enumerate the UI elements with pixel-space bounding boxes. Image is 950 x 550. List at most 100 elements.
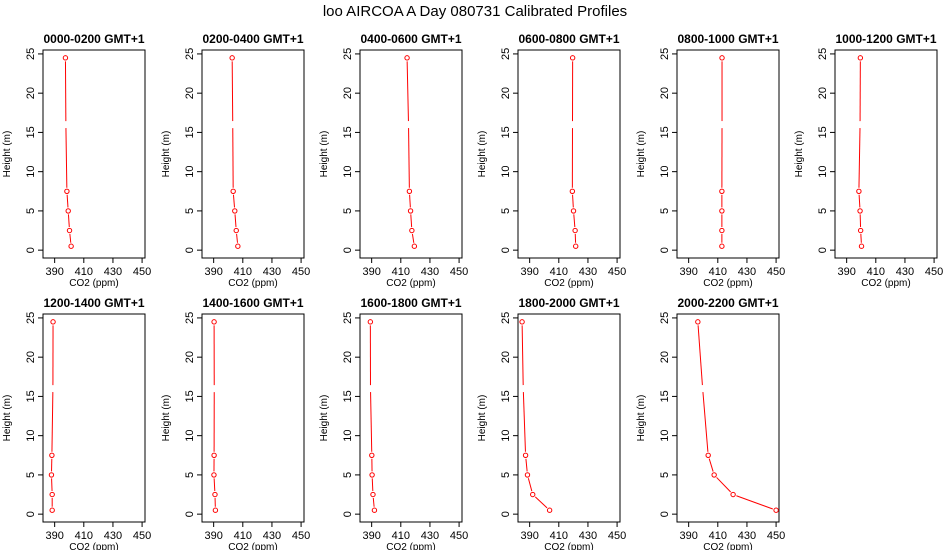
y-axis-label: Height (m) xyxy=(161,395,172,442)
y-tick-label: 0 xyxy=(817,247,829,253)
profile-segment xyxy=(231,61,234,122)
x-tick-label: 410 xyxy=(550,530,568,542)
plot-frame xyxy=(359,313,463,523)
x-tick-label: 390 xyxy=(362,266,380,278)
y-tick-label: 10 xyxy=(659,430,671,442)
y-axis-label: Height (m) xyxy=(636,395,647,442)
x-tick-label: 390 xyxy=(204,530,222,542)
y-tick-label: 5 xyxy=(659,208,671,214)
plot-frame xyxy=(201,313,305,523)
x-tick-label: 450 xyxy=(450,266,468,278)
x-axis-label: CO2 (ppm) xyxy=(703,542,752,550)
x-axis-label: CO2 (ppm) xyxy=(69,542,118,550)
y-tick-label: 15 xyxy=(342,126,354,138)
panel-title: 1800-2000 GMT+1 xyxy=(518,296,619,310)
data-point xyxy=(858,243,865,249)
x-tick-label: 410 xyxy=(709,266,727,278)
data-point xyxy=(856,188,862,194)
x-tick-label: 390 xyxy=(679,266,697,278)
data-point xyxy=(68,243,74,249)
profile-segment xyxy=(67,214,70,228)
x-tick-label: 410 xyxy=(709,530,727,542)
x-tick-label: 430 xyxy=(738,266,756,278)
y-tick-label: 10 xyxy=(342,430,354,442)
data-point xyxy=(711,472,717,478)
data-point xyxy=(857,227,864,234)
data-point xyxy=(730,491,736,498)
x-tick-label: 410 xyxy=(234,266,252,278)
x-tick-label: 430 xyxy=(896,266,914,278)
profile-segment xyxy=(408,128,410,188)
x-tick-label: 410 xyxy=(234,530,252,542)
x-tick-label: 450 xyxy=(925,266,943,278)
data-point xyxy=(572,227,578,234)
panel-title: 2000-2200 GMT+1 xyxy=(677,296,778,310)
y-tick-label: 25 xyxy=(184,312,196,324)
y-tick-label: 0 xyxy=(25,511,37,517)
profile-segment xyxy=(573,214,576,228)
y-tick-label: 15 xyxy=(500,390,512,402)
y-tick-label: 0 xyxy=(500,511,512,517)
x-axis-label: CO2 (ppm) xyxy=(386,278,435,289)
x-axis-label: CO2 (ppm) xyxy=(544,542,593,550)
panel-4: 0800-1000 GMT+1 390 410 430 450 0 5 10 15 20 25 CO2… xyxy=(636,32,785,289)
profile-segment xyxy=(234,214,237,228)
y-tick-label: 0 xyxy=(184,511,196,517)
x-tick-label: 410 xyxy=(75,266,93,278)
y-tick-label: 20 xyxy=(25,87,37,99)
profile-segment xyxy=(371,478,374,492)
y-tick-label: 15 xyxy=(184,126,196,138)
x-tick-label: 390 xyxy=(520,530,538,542)
y-tick-label: 5 xyxy=(817,208,829,214)
data-point xyxy=(719,55,725,61)
data-point xyxy=(773,507,779,513)
x-tick-label: 450 xyxy=(133,266,151,278)
panel-9: 1800-2000 GMT+1 390 410 430 450 0 5 10 15 20 25 CO2… xyxy=(477,296,626,550)
profile-segment xyxy=(51,392,54,452)
data-point xyxy=(230,188,236,194)
profile-segment xyxy=(716,477,732,493)
panel-5: 1000-1200 GMT+1 390 410 430 450 0 5 10 15 20 25 CO2… xyxy=(794,32,943,289)
y-tick-label: 5 xyxy=(25,208,37,214)
y-axis-label: Height (m) xyxy=(477,131,488,178)
data-point xyxy=(411,243,418,249)
data-point xyxy=(211,319,217,325)
data-point xyxy=(65,208,71,214)
x-tick-label: 430 xyxy=(579,530,597,542)
profile-segment xyxy=(702,392,709,452)
panel-2: 0400-0600 GMT+1 390 410 430 450 0 5 10 15 20 25 CO2… xyxy=(319,32,468,289)
panel-3: 0600-0800 GMT+1 390 410 430 450 0 5 10 15 20 25 CO2… xyxy=(477,32,626,289)
x-tick-label: 390 xyxy=(679,530,697,542)
y-tick-label: 5 xyxy=(500,472,512,478)
y-axis-label: Height (m) xyxy=(2,131,13,178)
x-tick-label: 430 xyxy=(579,266,597,278)
data-point xyxy=(50,319,56,325)
y-tick-label: 25 xyxy=(184,48,196,60)
x-tick-label: 430 xyxy=(263,266,281,278)
y-tick-label: 10 xyxy=(659,166,671,178)
data-point xyxy=(212,507,219,513)
profile-segment xyxy=(409,194,411,208)
y-tick-label: 15 xyxy=(342,390,354,402)
y-tick-label: 10 xyxy=(25,430,37,442)
plot-frame xyxy=(517,49,621,259)
profile-segment xyxy=(410,214,413,228)
x-tick-label: 450 xyxy=(608,530,626,542)
profile-segment xyxy=(527,478,533,492)
x-tick-label: 390 xyxy=(520,266,538,278)
y-tick-label: 20 xyxy=(342,351,354,363)
x-tick-label: 410 xyxy=(550,266,568,278)
y-tick-label: 20 xyxy=(817,87,829,99)
plot-frame xyxy=(676,49,780,259)
y-tick-label: 5 xyxy=(184,208,196,214)
x-tick-label: 450 xyxy=(767,530,785,542)
y-tick-label: 25 xyxy=(25,48,37,60)
panel-8: 1600-1800 GMT+1 390 410 430 450 0 5 10 15 20 25 CO2… xyxy=(319,296,468,550)
panel-title: 1400-1600 GMT+1 xyxy=(202,296,303,310)
data-point xyxy=(530,491,536,498)
profile-panels: 0000-0200 GMT+1 390 410 430 450 0 5 10 15 20 25 CO2… xyxy=(2,32,943,550)
data-point xyxy=(367,319,374,325)
y-tick-label: 25 xyxy=(817,48,829,60)
panel-title: 0400-0600 GMT+1 xyxy=(360,32,461,46)
figure-title: loo AIRCOA A Day 080731 Calibrated Profi… xyxy=(323,3,627,20)
